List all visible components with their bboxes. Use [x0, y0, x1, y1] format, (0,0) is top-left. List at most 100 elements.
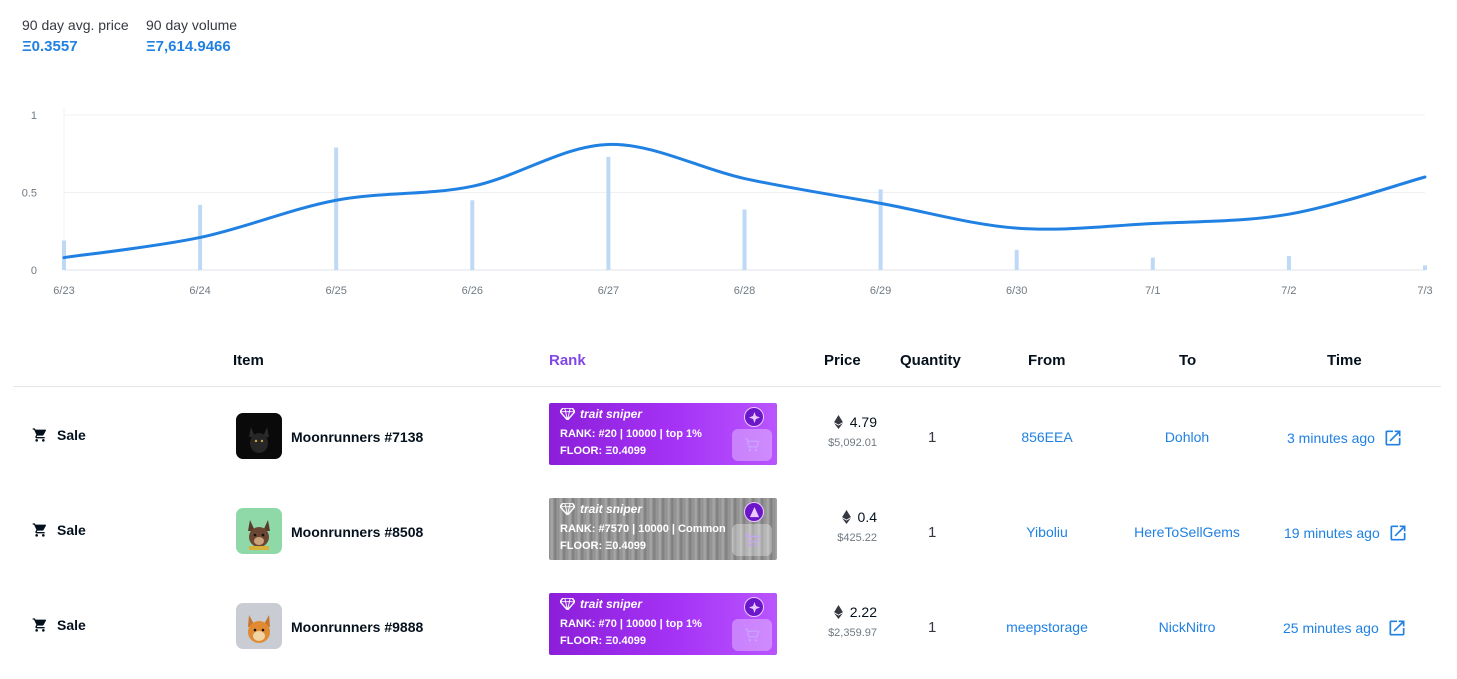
wolf-avatar-icon — [248, 615, 270, 643]
wolf-avatar-icon — [249, 427, 269, 453]
to-link[interactable]: HereToSellGems — [1134, 524, 1240, 540]
price-usd: $5,092.01 — [828, 437, 877, 449]
volume-bar — [1150, 257, 1155, 270]
trait-sniper-title: trait sniper — [580, 597, 643, 611]
trait-sniper-rank: RANK: #20 | 10000 | top 1% — [560, 428, 702, 440]
x-tick-label: 6/23 — [53, 285, 74, 297]
x-tick-label: 6/24 — [189, 285, 210, 297]
volume-bar — [334, 147, 339, 270]
time-ago[interactable]: 3 minutes ago — [1287, 430, 1375, 446]
trait-sniper-floor: FLOOR: Ξ0.4099 — [560, 445, 646, 457]
sniper-buy-button[interactable] — [732, 429, 772, 461]
external-link-icon[interactable] — [1388, 523, 1408, 543]
to-link[interactable]: NickNitro — [1158, 619, 1216, 635]
rarity-badge-icon — [744, 407, 764, 427]
price-eth: 4.79 — [849, 414, 877, 430]
price-eth: 2.22 — [849, 604, 877, 620]
trait-sniper-card[interactable]: trait sniper RANK: #70 | 10000 | top 1% … — [549, 593, 777, 655]
price-cell: 4.79 $5,092.01 — [797, 414, 877, 449]
nft-thumbnail[interactable] — [236, 413, 282, 459]
table-row[interactable]: Sale Moonrunners #8508 trait sniper RANK… — [0, 492, 1457, 572]
event-type: Sale — [32, 427, 86, 443]
ethereum-icon — [841, 510, 851, 524]
external-link-icon[interactable] — [1383, 428, 1403, 448]
trait-sniper-floor: FLOOR: Ξ0.4099 — [560, 540, 646, 552]
table-row[interactable]: Sale Moonrunners #7138 trait sniper RANK… — [0, 397, 1457, 477]
volume-bar — [878, 189, 883, 270]
price-cell: 0.4 $425.22 — [797, 509, 877, 544]
time-ago[interactable]: 19 minutes ago — [1284, 525, 1380, 541]
nft-name[interactable]: Moonrunners #9888 — [291, 619, 424, 635]
x-tick-label: 6/25 — [325, 285, 346, 297]
y-tick-label: 1 — [31, 110, 37, 122]
quantity: 1 — [928, 429, 937, 446]
volume-bar — [742, 209, 747, 270]
from-link[interactable]: meepstorage — [1006, 619, 1088, 635]
diamond-icon — [560, 408, 575, 420]
trait-sniper-title: trait sniper — [580, 407, 643, 421]
cart-icon — [32, 523, 47, 537]
y-tick-label: 0 — [31, 265, 37, 277]
nft-name[interactable]: Moonrunners #8508 — [291, 524, 424, 540]
event-label: Sale — [57, 427, 86, 443]
from-link[interactable]: Yiboliu — [1026, 524, 1068, 540]
time-link[interactable]: 19 minutes ago — [1284, 523, 1408, 543]
ethereum-icon — [833, 415, 843, 429]
volume-bar — [1014, 249, 1019, 270]
header-divider — [13, 386, 1441, 387]
avg-price-label: 90 day avg. price — [22, 17, 129, 33]
nft-thumbnail[interactable] — [236, 603, 282, 649]
time-ago[interactable]: 25 minutes ago — [1283, 620, 1379, 636]
volume-label: 90 day volume — [146, 17, 238, 33]
x-tick-label: 6/30 — [1006, 285, 1027, 297]
trait-sniper-card[interactable]: trait sniper RANK: #7570 | 10000 | Commo… — [549, 498, 777, 560]
sniper-buy-button[interactable] — [732, 524, 772, 556]
to-link[interactable]: Dohloh — [1164, 429, 1210, 445]
avg-price-value: Ξ0.3557 — [22, 38, 78, 55]
nft-thumbnail[interactable] — [236, 508, 282, 554]
time-link[interactable]: 25 minutes ago — [1283, 618, 1407, 638]
event-type: Sale — [32, 617, 86, 633]
diamond-icon — [560, 598, 575, 610]
avg-price-line — [62, 142, 1427, 260]
event-type: Sale — [32, 522, 86, 538]
from-link[interactable]: 856EEA — [1021, 429, 1073, 445]
volume-value: Ξ7,614.9466 — [146, 38, 231, 55]
y-tick-label: 0.5 — [22, 188, 37, 200]
cart-outline-icon — [745, 438, 760, 452]
price-cell: 2.22 $2,359.97 — [797, 604, 877, 639]
volume-bar — [1286, 256, 1291, 270]
header-from: From — [1028, 352, 1066, 369]
trait-sniper-floor: FLOOR: Ξ0.4099 — [560, 635, 646, 647]
quantity: 1 — [928, 524, 937, 541]
volume-bar — [606, 156, 611, 270]
cart-icon — [32, 618, 47, 632]
event-label: Sale — [57, 522, 86, 538]
rarity-badge-icon — [744, 597, 764, 617]
time-link[interactable]: 3 minutes ago — [1287, 428, 1403, 448]
header-rank[interactable]: Rank — [549, 352, 586, 369]
header-to: To — [1179, 352, 1197, 369]
table-row[interactable]: Sale Moonrunners #9888 trait sniper RANK… — [0, 587, 1457, 667]
external-link-icon[interactable] — [1387, 618, 1407, 638]
x-tick-label: 7/3 — [1417, 285, 1432, 297]
quantity: 1 — [928, 619, 937, 636]
price-usd: $2,359.97 — [828, 627, 877, 639]
volume-bar — [470, 200, 475, 270]
trait-sniper-card[interactable]: trait sniper RANK: #20 | 10000 | top 1% … — [549, 403, 777, 465]
x-tick-label: 7/2 — [1281, 285, 1296, 297]
price-eth: 0.4 — [857, 509, 877, 525]
x-tick-label: 6/26 — [462, 285, 483, 297]
price-history-chart[interactable]: 0 0.5 1 6/23 6/24 6/25 6/26 6/27 6/28 6/29 6/30 7/1… — [0, 95, 1457, 330]
x-tick-label: 6/27 — [598, 285, 619, 297]
wolf-avatar-icon — [248, 520, 270, 550]
trait-sniper-header: trait sniper — [560, 502, 642, 516]
nft-name[interactable]: Moonrunners #7138 — [291, 429, 424, 445]
x-tick-label: 7/1 — [1145, 285, 1160, 297]
cart-outline-icon — [745, 533, 760, 547]
trait-sniper-header: trait sniper — [560, 407, 642, 421]
event-label: Sale — [57, 617, 86, 633]
ethereum-icon — [833, 605, 843, 619]
header-item: Item — [233, 352, 264, 369]
sniper-buy-button[interactable] — [732, 619, 772, 651]
